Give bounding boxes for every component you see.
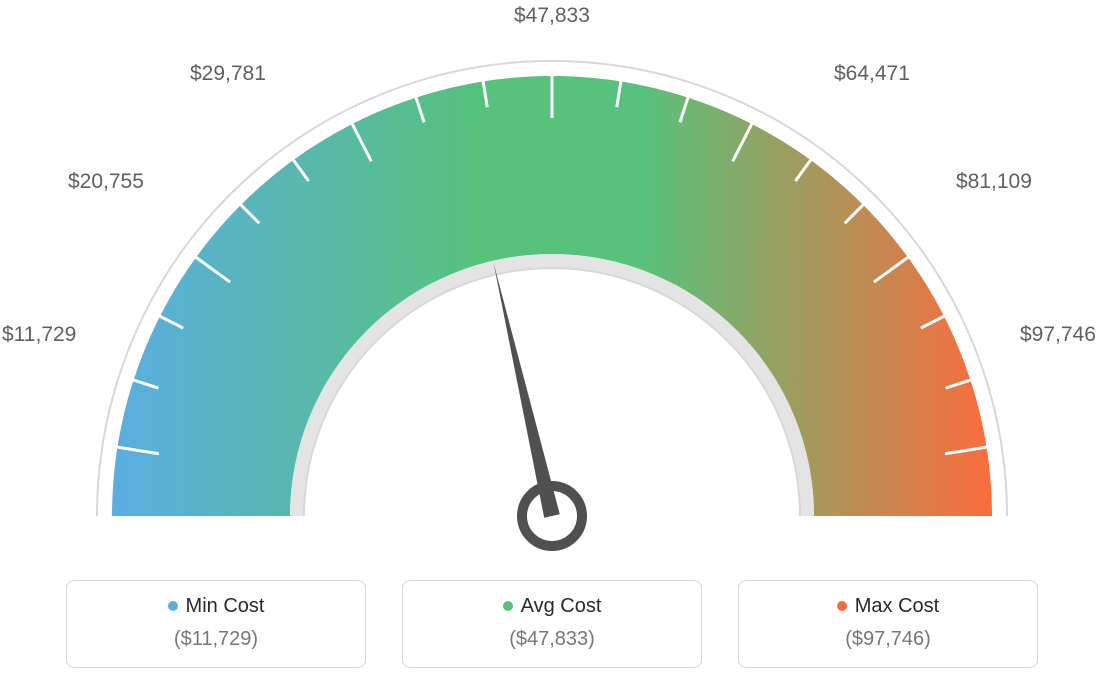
gauge-tick-label: $20,755: [68, 170, 144, 194]
gauge-chart: $11,729 $20,755 $29,781 $47,833 $64,471 $81,1…: [0, 0, 1104, 560]
legend-row: Min Cost ($11,729) Avg Cost ($47,833) Ma…: [0, 580, 1104, 668]
legend-card-min: Min Cost ($11,729): [66, 580, 366, 668]
gauge-tick-label: $47,833: [514, 4, 590, 28]
gauge-svg: [0, 0, 1104, 560]
gauge-tick-label: $11,729: [2, 323, 76, 347]
gauge-tick-label: $29,781: [190, 62, 266, 86]
legend-dot-icon: [168, 601, 178, 611]
legend-title-text: Avg Cost: [521, 595, 602, 617]
legend-title: Min Cost: [67, 595, 365, 618]
legend-value: ($97,746): [739, 628, 1037, 651]
legend-title: Max Cost: [739, 595, 1037, 618]
legend-card-max: Max Cost ($97,746): [738, 580, 1038, 668]
legend-dot-icon: [837, 601, 847, 611]
legend-dot-icon: [503, 601, 513, 611]
legend-value: ($47,833): [403, 628, 701, 651]
legend-title-text: Max Cost: [855, 595, 939, 617]
legend-value: ($11,729): [67, 628, 365, 651]
legend-title-text: Min Cost: [186, 595, 265, 617]
gauge-tick-label: $64,471: [834, 62, 910, 86]
gauge-tick-label: $97,746: [1020, 323, 1096, 347]
legend-title: Avg Cost: [403, 595, 701, 618]
gauge-tick-label: $81,109: [956, 170, 1032, 194]
legend-card-avg: Avg Cost ($47,833): [402, 580, 702, 668]
